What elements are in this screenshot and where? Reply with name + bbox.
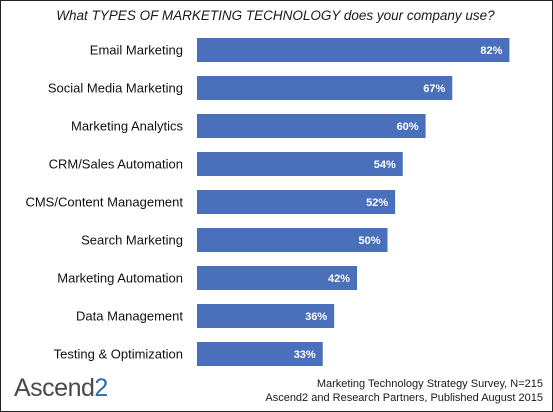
category-label-marketing-analytics: Marketing Analytics [71,119,183,134]
value-label-cms-content-management: 52% [366,197,388,209]
bar-email-marketing [197,38,510,62]
bar-testing-optimization [197,342,323,366]
category-label-crm-sales-automation: CRM/Sales Automation [49,157,183,172]
bar-social-media-marketing [197,76,453,100]
value-label-marketing-automation: 42% [328,273,350,285]
value-label-email-marketing: 82% [480,45,502,57]
value-label-testing-optimization: 33% [294,349,316,361]
category-label-data-management: Data Management [76,309,183,324]
value-label-search-marketing: 50% [358,235,380,247]
value-label-social-media-marketing: 67% [423,83,445,95]
value-label-data-management: 36% [305,311,327,323]
logo-number: 2 [94,374,108,402]
bar-data-management [197,304,335,328]
bar-cms-content-management [197,190,396,214]
source-line-1: Marketing Technology Strategy Survey, N=… [316,378,543,390]
source-line-2: Ascend2 and Research Partners, Published… [265,392,543,404]
category-label-search-marketing: Search Marketing [81,233,183,248]
category-label-email-marketing: Email Marketing [90,43,183,58]
logo-text: Ascend [14,374,95,402]
bar-marketing-analytics [197,114,426,138]
ascend2-logo: Ascend2 [14,374,108,403]
bar-search-marketing [197,228,388,252]
source-note: Marketing Technology Strategy Survey, N=… [265,377,543,405]
category-label-social-media-marketing: Social Media Marketing [48,81,183,96]
value-label-crm-sales-automation: 54% [374,159,396,171]
category-label-testing-optimization: Testing & Optimization [54,347,183,362]
chart-title: What TYPES OF MARKETING TECHNOLOGY does … [56,8,495,23]
category-label-cms-content-management: CMS/Content Management [25,195,183,210]
bar-crm-sales-automation [197,152,403,176]
value-label-marketing-analytics: 60% [397,121,419,133]
bar-marketing-automation [197,266,358,290]
category-label-marketing-automation: Marketing Automation [57,271,183,286]
